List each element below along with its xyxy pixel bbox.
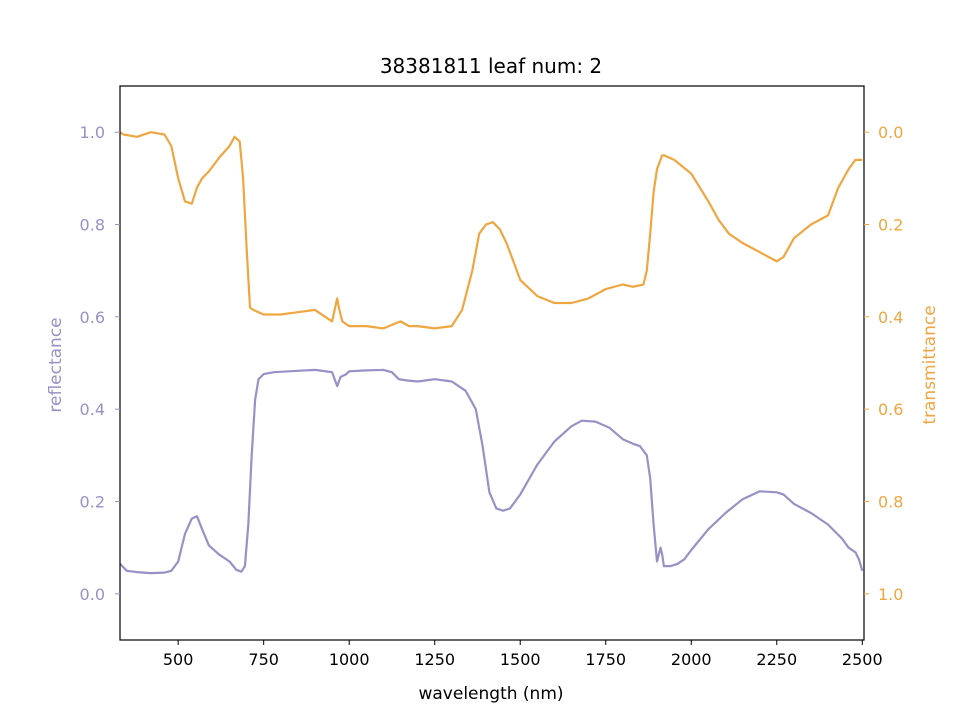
right-y-axis: 0.0 0.2 0.4 0.6 0.8 1.0 [864, 123, 903, 604]
left-y-tick-label: 0.8 [80, 216, 105, 235]
right-y-tick-label: 0.8 [878, 493, 903, 512]
left-y-tick-label: 0.2 [80, 493, 105, 512]
right-y-tick-label: 1.0 [878, 585, 903, 604]
x-tick-label: 1250 [414, 650, 455, 669]
x-tick-label: 2250 [756, 650, 797, 669]
left-y-tick-label: 1.0 [80, 123, 105, 142]
x-tick-label: 2000 [671, 650, 712, 669]
x-tick-label: 2500 [842, 650, 883, 669]
left-y-tick-label: 0.6 [80, 308, 105, 327]
plot-frame [119, 85, 865, 641]
right-y-tick-label: 0.0 [878, 123, 903, 142]
left-y-tick-label: 0.4 [80, 400, 105, 419]
x-tick-label: 1000 [329, 650, 370, 669]
chart-title: 38381811 leaf num: 2 [380, 54, 602, 78]
x-tick-label: 750 [248, 650, 279, 669]
reflectance-series-line [119, 368, 864, 575]
x-axis-label: wavelength (nm) [418, 684, 563, 704]
x-axis: 500 750 1000 1250 1500 1750 2000 2250 2500 [163, 640, 883, 669]
right-y-tick-label: 0.6 [878, 400, 903, 419]
transmittance-series-line [119, 131, 863, 330]
left-y-axis: 0.0 0.2 0.4 0.6 0.8 1.0 [80, 123, 120, 604]
plot-layer [119, 131, 864, 575]
right-y-tick-label: 0.4 [878, 308, 903, 327]
right-y-tick-label: 0.2 [878, 216, 903, 235]
left-y-tick-label: 0.0 [80, 585, 105, 604]
x-tick-label: 500 [163, 650, 194, 669]
x-tick-label: 1500 [500, 650, 541, 669]
x-tick-label: 1750 [585, 650, 626, 669]
right-y-axis-label: transmittance [920, 305, 940, 424]
left-y-axis-label: reflectance [46, 317, 66, 412]
